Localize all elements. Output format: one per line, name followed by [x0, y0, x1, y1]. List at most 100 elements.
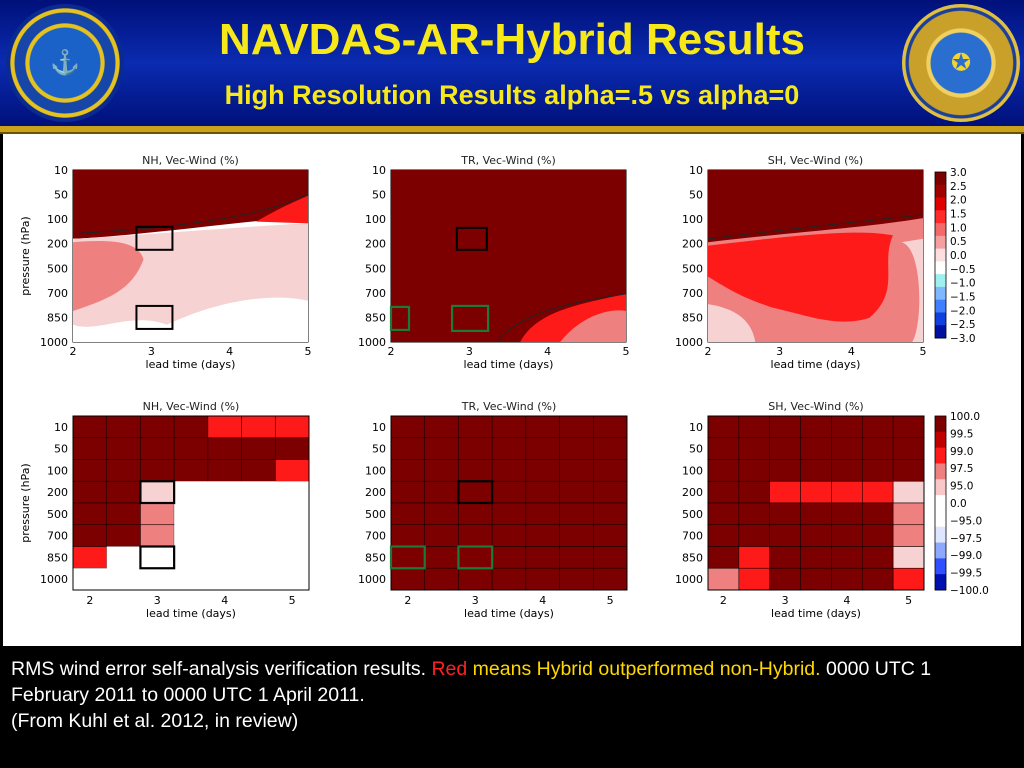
contour-line-a-2 [707, 214, 924, 240]
heatmap-cell-5-7-4 [831, 567, 863, 591]
colorbar-top-frame [934, 171, 947, 339]
heatmap-cell-5-0-4 [831, 415, 863, 439]
heatmap-cell-5-7-6 [892, 567, 925, 591]
colorbar-bottom-tick-8: −99.0 [950, 550, 982, 562]
x-tick-3-0: 2 [86, 594, 93, 607]
heatmap-cell-5-1-4 [831, 437, 863, 460]
caption-intro: RMS wind error self-analysis verificatio… [11, 658, 432, 680]
y-axis-label-3: pressure (hPa) [19, 463, 32, 542]
heatmap-cell-5-6-4 [831, 546, 863, 569]
heatmap-cell-3-0-0 [72, 415, 108, 439]
contour-line-a-0 [72, 193, 309, 235]
y-tick-4-5: 700 [365, 530, 386, 543]
heatmap-cell-5-0-2 [769, 415, 801, 439]
colorbar-bottom-tick-9: −99.5 [950, 568, 982, 580]
x-tick-4-2: 4 [539, 594, 546, 607]
x-axis-label-0: lead time (days) [146, 358, 236, 371]
x-tick-0-0: 2 [70, 345, 77, 358]
heatmap-cell-5-5-3 [800, 524, 832, 547]
colorbar-bottom-tick-4: 95.0 [950, 481, 973, 493]
heatmap-cell-4-1-2 [458, 437, 493, 460]
heatmap-cell-3-7-3 [174, 568, 208, 590]
heatmap-cell-4-4-5 [559, 502, 594, 526]
heatmap-cell-5-6-1 [738, 546, 771, 569]
heatmap-cell-5-1-1 [738, 437, 771, 460]
heatmap-cell-4-0-4 [525, 415, 560, 439]
heatmap-cell-3-5-0 [72, 524, 108, 547]
heatmap-cell-4-7-4 [525, 567, 560, 591]
y-tick-3-2: 100 [47, 464, 68, 477]
y-tick-0-4: 500 [47, 262, 68, 275]
heatmap-cell-4-7-6 [592, 567, 628, 591]
heatmap-cell-5-4-6 [892, 502, 925, 526]
x-axis-label-1: lead time (days) [464, 358, 554, 371]
x-tick-1-2: 4 [544, 345, 551, 358]
colorbar-bottom-tick-1: 99.5 [950, 428, 973, 440]
highlight-box-4-2 [389, 545, 426, 570]
heatmap-cell-4-2-2 [458, 459, 493, 482]
y-tick-1-5: 700 [365, 287, 386, 300]
heatmap-cell-3-4-1 [106, 502, 141, 526]
y-tick-1-1: 50 [372, 189, 386, 202]
heatmap-cell-3-6-3 [174, 546, 208, 569]
heatmap-cell-4-4-6 [592, 502, 628, 526]
heatmap-cell-4-1-5 [559, 437, 594, 460]
x-tick-2-3: 5 [920, 345, 927, 358]
x-tick-2-0: 2 [705, 345, 712, 358]
heatmap-cell-5-4-4 [831, 502, 863, 526]
slide-title: NAVDAS-AR-Hybrid Results [219, 15, 805, 64]
y-tick-4-1: 50 [372, 443, 386, 456]
heatmap-cell-5-2-3 [800, 459, 832, 482]
heatmap-cell-5-6-2 [769, 546, 801, 569]
colorbar-top-swatch-8 [935, 274, 946, 288]
contour-line-a-1 [496, 293, 627, 343]
heatmap-cell-4-0-6 [592, 415, 628, 439]
y-tick-1-7: 1000 [358, 336, 386, 349]
heatmap-cell-4-3-4 [525, 480, 560, 504]
heatmap-cell-4-5-1 [424, 524, 459, 547]
colorbar-top-tick-7: −0.5 [950, 264, 976, 276]
heatmap-cell-3-5-3 [174, 524, 208, 547]
colorbar-bottom-swatch-0 [935, 416, 946, 433]
colorbar-bottom-tick-5: 0.0 [950, 498, 967, 510]
y-tick-4-3: 200 [365, 486, 386, 499]
heatmap-cell-4-0-3 [491, 415, 527, 439]
heatmap-cell-3-0-1 [106, 415, 141, 439]
heatmap-cell-3-3-4 [207, 481, 242, 503]
heatmap-cell-5-7-3 [800, 567, 832, 591]
heatmap-cell-4-7-0 [390, 567, 426, 591]
heatmap-cell-5-5-2 [769, 524, 801, 547]
y-tick-0-5: 700 [47, 287, 68, 300]
heatmap-cell-5-4-5 [861, 502, 894, 526]
heatmap-cell-3-2-3 [173, 459, 209, 482]
colorbar-bottom-swatch-3 [935, 463, 946, 480]
y-tick-0-7: 1000 [40, 336, 68, 349]
y-tick-4-0: 10 [372, 421, 386, 434]
heatmap-cell-4-1-0 [390, 437, 426, 460]
heatmap-cell-3-3-6 [275, 481, 309, 503]
y-tick-2-6: 850 [682, 311, 703, 324]
heatmap-cell-4-7-5 [559, 567, 594, 591]
heatmap-cell-4-2-5 [559, 459, 594, 482]
heatmap-cell-3-3-3 [174, 481, 208, 503]
colorbar-bottom-tick-2: 99.0 [950, 446, 973, 458]
y-tick-5-2: 100 [682, 464, 703, 477]
y-tick-0-3: 200 [47, 238, 68, 251]
y-tick-3-0: 10 [54, 421, 68, 434]
colorbar-bottom-swatch-6 [935, 510, 946, 528]
x-tick-1-3: 5 [623, 345, 630, 358]
heatmap-cell-4-1-3 [491, 437, 527, 460]
heatmap-cell-5-4-2 [769, 502, 801, 526]
heatmap-cell-3-2-1 [106, 459, 141, 482]
y-tick-4-4: 500 [365, 508, 386, 521]
colorbar-top-tick-3: 1.5 [950, 209, 967, 221]
axes-frame-3 [72, 415, 310, 591]
x-tick-5-3: 5 [905, 594, 912, 607]
y-tick-0-1: 50 [54, 189, 68, 202]
heatmap-cell-4-0-0 [390, 415, 426, 439]
heatmap-cell-5-2-6 [892, 459, 925, 482]
y-tick-5-0: 10 [689, 421, 703, 434]
heatmap-cell-3-7-4 [207, 568, 242, 590]
x-tick-4-1: 3 [472, 594, 479, 607]
heatmap-cell-3-4-3 [174, 503, 208, 525]
